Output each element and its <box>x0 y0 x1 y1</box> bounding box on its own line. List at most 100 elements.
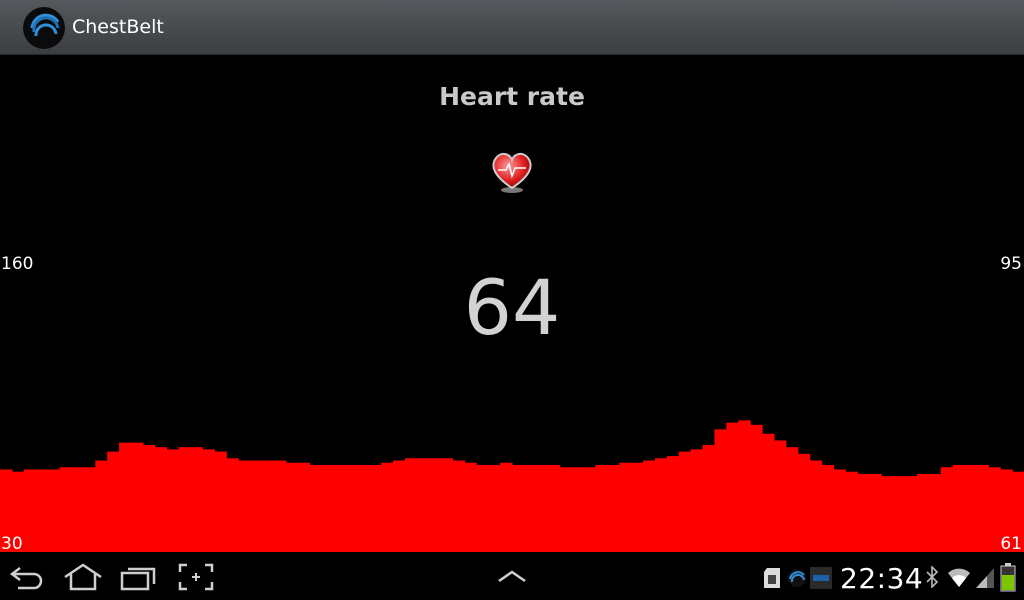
chart-bar <box>119 442 132 552</box>
chart-bar <box>381 462 394 552</box>
heart-rate-chart <box>0 420 1024 552</box>
status-clock: 22:34 <box>840 562 924 595</box>
chart-bar <box>833 469 846 552</box>
chart-bar <box>202 449 215 552</box>
chart-bar <box>654 458 668 552</box>
back-icon[interactable] <box>8 562 46 592</box>
chart-bar <box>1000 469 1013 552</box>
chart-bar <box>261 460 275 552</box>
chart-bar <box>904 476 918 552</box>
chart-bar <box>631 462 644 552</box>
chart-bar <box>642 460 656 552</box>
chart-bar <box>83 467 96 552</box>
chart-bar <box>738 420 751 552</box>
chart-bar <box>893 476 906 552</box>
bluetooth-icon <box>926 566 939 588</box>
chart-bar <box>452 460 465 552</box>
chart-bar <box>59 467 73 552</box>
chart-bar <box>821 465 835 552</box>
chart-bar <box>845 471 858 552</box>
chart-bar <box>797 453 811 552</box>
chart-bar <box>345 465 358 552</box>
home-icon[interactable] <box>62 562 104 592</box>
chart-bar <box>619 462 632 552</box>
wifi-icon <box>948 568 970 587</box>
chart-bar <box>214 451 227 552</box>
chart-bar <box>964 465 977 552</box>
chart-bar <box>369 465 382 552</box>
sd-card-icon <box>764 568 780 588</box>
chart-bar <box>571 467 585 552</box>
chart-bar <box>333 465 346 552</box>
chart-bar <box>154 447 168 552</box>
chestbelt-logo-icon[interactable] <box>22 6 66 50</box>
chart-bar <box>523 465 537 552</box>
right-scale-min: 61 <box>1000 534 1022 554</box>
chart-bar <box>559 467 573 552</box>
chevron-up-icon[interactable] <box>496 568 528 584</box>
recent-apps-icon[interactable] <box>120 564 158 592</box>
chart-bar <box>952 465 966 552</box>
chart-bar <box>750 424 763 552</box>
signal-icon <box>976 568 994 588</box>
chart-bar <box>226 458 239 552</box>
app-title: ChestBelt <box>72 16 164 38</box>
chart-bar <box>321 465 334 552</box>
chart-bar <box>250 460 263 552</box>
chart-bar <box>142 444 156 552</box>
chart-bar <box>1012 471 1024 552</box>
chart-bar <box>595 465 608 552</box>
chart-bar <box>0 469 13 552</box>
chart-bar <box>488 465 501 552</box>
chart-bar <box>678 451 692 552</box>
chart-bar <box>404 458 418 552</box>
page-title: Heart rate <box>439 82 585 111</box>
chart-bar <box>35 469 49 552</box>
chart-bar <box>726 422 739 552</box>
chart-bar <box>178 447 192 552</box>
chart-bar <box>512 465 525 552</box>
chart-bar <box>107 451 120 552</box>
chart-bar <box>547 465 561 552</box>
chart-bar <box>869 473 882 552</box>
chart-bar <box>773 440 787 552</box>
chart-bar <box>666 456 680 552</box>
chart-bar <box>309 465 323 552</box>
chart-bar <box>464 462 477 552</box>
chart-bar <box>762 433 775 552</box>
left-scale-min: 30 <box>1 534 23 554</box>
chart-bar <box>714 429 727 552</box>
chart-bar <box>190 447 204 552</box>
chart-bar <box>690 449 704 552</box>
chart-bar <box>285 462 299 552</box>
chart-bar <box>535 465 549 552</box>
chart-bar <box>440 458 454 552</box>
chart-bar <box>857 473 870 552</box>
chart-bar <box>11 471 25 552</box>
chart-bar <box>476 465 489 552</box>
chart-bar <box>785 447 799 552</box>
chestbelt-status-icon <box>788 569 806 587</box>
chart-bar <box>916 473 930 552</box>
chart-bar <box>976 465 989 552</box>
battery-icon <box>1000 563 1016 592</box>
chart-bar <box>71 467 84 552</box>
right-scale-max: 95 <box>1000 254 1022 274</box>
chart-bar <box>392 460 406 552</box>
chart-bar <box>166 449 180 552</box>
chart-bar <box>23 469 37 552</box>
chart-bar <box>273 460 287 552</box>
chart-bar <box>607 465 620 552</box>
chart-bar <box>928 473 942 552</box>
screenshot-icon[interactable] <box>178 563 214 591</box>
chart-bar <box>940 467 954 552</box>
left-scale-max: 160 <box>1 254 34 274</box>
current-heart-rate: 64 <box>463 263 561 352</box>
system-navigation-bar: 22:34 <box>0 552 1024 600</box>
chart-bar <box>881 476 894 552</box>
heart-ecg-icon <box>492 152 532 193</box>
chart-bar <box>297 462 311 552</box>
chart-bar <box>428 458 442 552</box>
chart-bar <box>95 460 108 552</box>
chart-bar <box>130 442 144 552</box>
